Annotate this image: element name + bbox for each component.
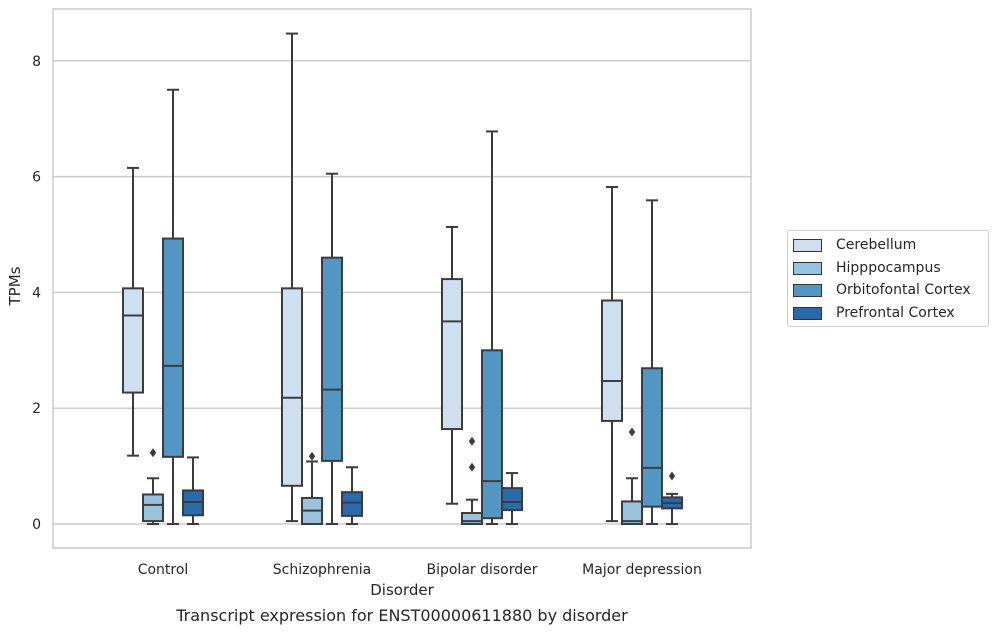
box bbox=[601, 299, 623, 422]
legend-label: Orbitofontal Cortex bbox=[836, 282, 971, 298]
x-tick-labels: Control Schizophrenia Bipolar disorder Majo… bbox=[138, 562, 702, 578]
legend-label: Hipppocampus bbox=[836, 260, 941, 276]
outlier bbox=[668, 471, 676, 481]
chart-title: Transcript expression for ENST0000061188… bbox=[175, 606, 628, 625]
box-prefrontal-cortex bbox=[501, 472, 523, 525]
x-tick-label: Schizophrenia bbox=[273, 562, 371, 578]
y-tick-label: 8 bbox=[32, 54, 41, 70]
legend-item-hippocampus: Hipppocampus bbox=[793, 257, 941, 279]
box-prefrontal-cortex bbox=[182, 456, 204, 525]
box-cerebellum bbox=[601, 186, 623, 523]
box bbox=[341, 491, 363, 517]
box bbox=[321, 256, 343, 462]
box-cerebellum bbox=[122, 166, 144, 457]
boxes bbox=[122, 32, 683, 526]
box-orbitofontal-cortex bbox=[321, 172, 343, 525]
box-prefrontal-cortex bbox=[341, 466, 363, 525]
box bbox=[501, 487, 523, 512]
y-tick-labels: 0 2 4 6 8 bbox=[32, 54, 41, 533]
box-cerebellum bbox=[441, 225, 463, 505]
plot-frame bbox=[52, 8, 752, 549]
outlier bbox=[308, 451, 316, 461]
box bbox=[162, 237, 184, 458]
box bbox=[122, 287, 144, 394]
y-tick-label: 2 bbox=[32, 401, 41, 417]
box-prefrontal-cortex bbox=[661, 471, 683, 525]
box bbox=[142, 493, 164, 523]
box bbox=[621, 500, 643, 526]
x-tick-label: Control bbox=[138, 562, 189, 578]
box bbox=[441, 278, 463, 431]
box-orbitofontal-cortex bbox=[481, 130, 503, 525]
outlier bbox=[628, 427, 636, 437]
box bbox=[461, 511, 483, 526]
x-tick-label: Bipolar disorder bbox=[426, 562, 537, 578]
box bbox=[481, 349, 503, 520]
y-tick-label: 6 bbox=[32, 170, 41, 186]
legend-item-cerebellum: Cerebellum bbox=[793, 234, 916, 256]
box bbox=[281, 287, 303, 487]
x-axis-label: Disorder bbox=[370, 581, 434, 599]
legend-label: Prefrontal Cortex bbox=[836, 305, 955, 321]
legend-label: Cerebellum bbox=[836, 237, 917, 253]
legend-item-orbitofrontal-cortex: Orbitofontal Cortex bbox=[793, 279, 971, 301]
outlier bbox=[149, 448, 157, 458]
x-tick-label: Major depression bbox=[582, 562, 702, 578]
legend-item-prefrontal-cortex: Prefrontal Cortex bbox=[793, 302, 955, 324]
legend: Cerebellum Hipppocampus Orbitofontal Cor… bbox=[787, 230, 989, 327]
outlier bbox=[468, 436, 476, 446]
legend-swatch bbox=[793, 306, 822, 320]
box-cerebellum bbox=[281, 32, 303, 523]
box-orbitofontal-cortex bbox=[641, 199, 663, 525]
legend-swatch bbox=[793, 283, 822, 297]
box-orbitofontal-cortex bbox=[162, 88, 184, 525]
legend-swatch bbox=[793, 261, 822, 275]
box-hipppocampus bbox=[621, 427, 643, 526]
box-hipppocampus bbox=[461, 436, 483, 526]
box bbox=[641, 367, 663, 508]
legend-swatch bbox=[793, 238, 822, 252]
box-hipppocampus bbox=[142, 448, 164, 525]
y-tick-label: 0 bbox=[32, 517, 41, 533]
outlier bbox=[468, 462, 476, 472]
box-hipppocampus bbox=[301, 451, 323, 526]
y-axis-label: TPMs bbox=[6, 266, 24, 306]
y-tick-label: 4 bbox=[32, 285, 41, 301]
